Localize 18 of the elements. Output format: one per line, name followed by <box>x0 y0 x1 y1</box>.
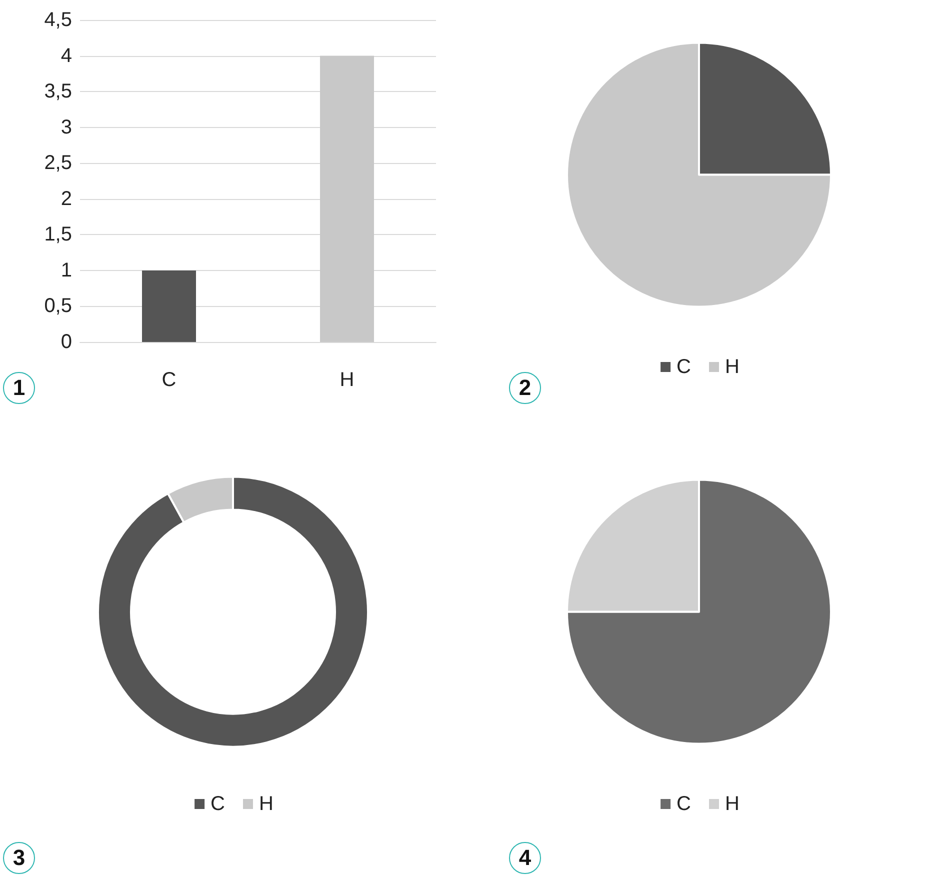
y-tick-label: 2 <box>60 188 72 210</box>
legend-label: H <box>725 793 740 815</box>
text: 3 <box>3 842 35 874</box>
y-tick-label: 0 <box>60 331 72 353</box>
y-tick-label: 3 <box>60 116 72 138</box>
legend-label: C <box>676 793 692 815</box>
y-tick-label: 4 <box>60 44 72 67</box>
y-tick-label: 1 <box>60 259 72 282</box>
text: 2 <box>509 372 541 404</box>
text: 1 <box>3 372 35 404</box>
legend-label: C <box>210 793 226 815</box>
y-tick-label: 1,5 <box>44 224 72 246</box>
legend-label: H <box>259 793 274 815</box>
y-tick-label: 4,5 <box>44 9 72 31</box>
y-tick-label: 3,5 <box>44 80 72 103</box>
y-tick-label: 2,5 <box>44 152 72 174</box>
text: 4 <box>509 842 541 874</box>
y-tick-label: 0,5 <box>44 295 72 318</box>
